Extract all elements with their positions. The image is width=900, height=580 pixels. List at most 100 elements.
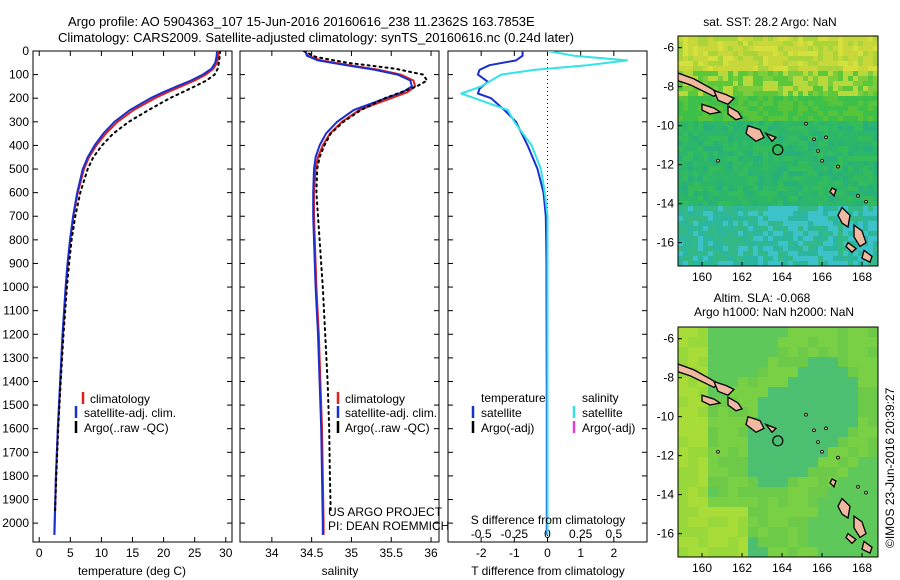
sla-map-frame [677, 326, 879, 558]
legend-argo-label: Argo(..raw -QC) [84, 421, 169, 435]
x-tick-label: 5 [67, 546, 74, 560]
sla-map-image [678, 327, 878, 557]
x-tick-label: 34 [265, 546, 279, 560]
top-x-tick-label: 0.25 [569, 527, 593, 541]
y-tick-label: 200 [9, 91, 29, 105]
legend-satellite-label: satellite-adj. clim. [345, 406, 437, 420]
x-tick-label: 2 [610, 546, 617, 560]
map-x-tick-label: 160 [692, 561, 712, 575]
y-tick-label: 0 [22, 44, 29, 58]
y-tick-label: 100 [9, 68, 29, 82]
map-x-tick-label: 166 [812, 561, 832, 575]
map-panels: 160 162 164 166 168 -6 -8 -10 -12 -14 -16 160 162 164… [657, 35, 879, 575]
x-tick-label: -2 [476, 546, 487, 560]
imos-timestamp-label: ©IMOS 23-Jun-2016 20:39:27 [883, 387, 897, 548]
series-line-satellite-adj-clim- [304, 51, 413, 535]
x-tick-label: 34.5 [300, 546, 324, 560]
difference-top-xlabel: S difference from climatology [471, 513, 626, 527]
y-tick-label: 1800 [2, 469, 29, 483]
x-tick-label: 35 [345, 546, 359, 560]
map-y-tick-label: -10 [657, 119, 675, 133]
sst-map-frame [677, 35, 879, 267]
y-tick-label: 1300 [2, 351, 29, 365]
x-tick-label: 1 [577, 546, 584, 560]
x-tick-label: 25 [188, 546, 202, 560]
axis-ticks: 0 5 10 15 20 25 300100200300400500600700800900… [2, 44, 647, 560]
series-line-argo-raw-qc- [54, 51, 222, 513]
y-tick-label: 300 [9, 115, 29, 129]
map-y-tick-label: -8 [663, 80, 674, 94]
y-tick-label: 1500 [2, 398, 29, 412]
map-y-tick-label: -12 [657, 449, 675, 463]
legend-salinity-satellite-label: satellite [582, 406, 623, 420]
temperature-legend: climatology satellite-adj. clim. Argo(..… [74, 392, 176, 435]
series-line-argo-raw-qc- [302, 51, 429, 513]
figure-title-line-2: Climatology: CARS2009. Satellite-adjuste… [58, 30, 574, 45]
x-tick-label: 10 [95, 546, 109, 560]
legend-climatology-label: climatology [90, 392, 150, 406]
map-y-tick-label: -8 [663, 371, 674, 385]
top-x-tick-label: -0.5 [471, 527, 492, 541]
salinity-legend: climatology satellite-adj. clim. Argo(..… [336, 392, 437, 435]
difference-xlabel: T difference from climatology [471, 564, 625, 578]
map-y-tick-label: -10 [657, 410, 675, 424]
x-tick-label: 36 [424, 546, 438, 560]
figure-title-line-1: Argo profile: AO 5904363_107 15-Jun-2016… [68, 14, 535, 29]
project-annotation-line-1: US ARGO PROJECT [328, 505, 443, 519]
sst-map-title: sat. SST: 28.2 Argo: NaN [703, 15, 836, 29]
map-x-tick-label: 164 [772, 561, 792, 575]
difference-legend: temperature satellite Argo(-adj) salinit… [471, 391, 635, 435]
y-tick-label: 600 [9, 186, 29, 200]
x-tick-label: 0 [544, 546, 551, 560]
y-tick-label: 1000 [2, 280, 29, 294]
map-y-tick-label: -6 [663, 41, 674, 55]
map-y-tick-label: -14 [657, 197, 675, 211]
legend-temperature-satellite-label: satellite [481, 406, 522, 420]
legend-climatology-label: climatology [345, 392, 405, 406]
map-y-tick-label: -6 [663, 332, 674, 346]
y-tick-label: 1400 [2, 374, 29, 388]
map-x-tick-label: 164 [772, 270, 792, 284]
argo-position-marker [772, 435, 784, 447]
map-y-tick-label: -14 [657, 488, 675, 502]
x-tick-label: 15 [126, 546, 140, 560]
map-x-tick-label: 166 [812, 270, 832, 284]
y-tick-label: 800 [9, 233, 29, 247]
sla-map-title-line-1: Altim. SLA: -0.068 [714, 291, 811, 305]
x-tick-label: 20 [157, 546, 171, 560]
y-tick-label: 2000 [2, 516, 29, 530]
series-lines [53, 51, 629, 535]
x-tick-label: 35.5 [380, 546, 404, 560]
legend-temperature-title: temperature [481, 391, 546, 405]
project-annotation-line-2: PI: DEAN ROEMMICH [328, 519, 449, 533]
x-tick-label: 0 [36, 546, 43, 560]
argo-position-marker [772, 144, 784, 156]
x-tick-label: -1 [509, 546, 520, 560]
map-x-tick-label: 162 [732, 270, 752, 284]
y-tick-label: 1700 [2, 445, 29, 459]
map-x-tick-label: 168 [852, 270, 872, 284]
y-tick-label: 900 [9, 256, 29, 270]
map-x-tick-label: 160 [692, 270, 712, 284]
map-y-tick-label: -12 [657, 158, 675, 172]
sst-map-image [678, 36, 878, 266]
temperature-xlabel: temperature (deg C) [78, 564, 186, 578]
legend-salinity-title: salinity [582, 391, 619, 405]
map-x-tick-label: 162 [732, 561, 752, 575]
map-y-tick-label: -16 [657, 236, 675, 250]
y-tick-label: 700 [9, 209, 29, 223]
salinity-panel-frame [239, 50, 440, 543]
y-tick-label: 400 [9, 138, 29, 152]
legend-satellite-label: satellite-adj. clim. [84, 406, 176, 420]
salinity-xlabel: salinity [322, 564, 359, 578]
top-x-tick-label: -0.25 [501, 527, 529, 541]
legend-argo-label: Argo(..raw -QC) [345, 421, 430, 435]
sla-map-title-line-2: Argo h1000: NaN h2000: NaN [694, 305, 854, 319]
legend-salinity-argo-label: Argo(-adj) [582, 421, 635, 435]
y-tick-label: 1200 [2, 327, 29, 341]
map-y-tick-label: -16 [657, 527, 675, 541]
series-line-salinity-satellite [460, 51, 629, 535]
x-tick-label: 30 [219, 546, 233, 560]
